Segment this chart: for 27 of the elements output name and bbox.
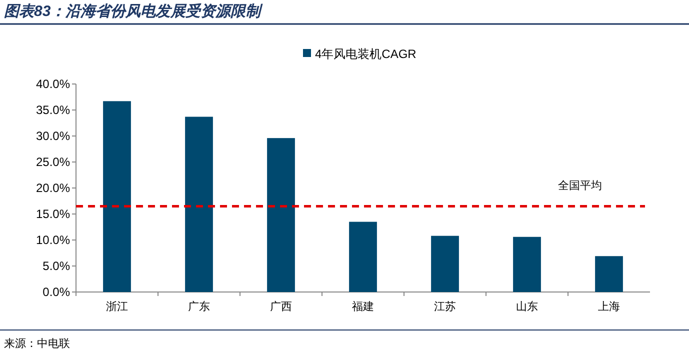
- x-tick-label: 广西: [270, 300, 292, 313]
- x-tick-label: 上海: [598, 300, 620, 313]
- chart-title: 图表83：沿海省份风电发展受资源限制: [4, 3, 264, 20]
- y-tick-label: 25.0%: [36, 155, 70, 169]
- bar: [595, 256, 623, 292]
- y-tick-label: 35.0%: [36, 103, 70, 117]
- x-tick-label: 浙江: [106, 300, 128, 313]
- bar: [185, 116, 213, 292]
- x-tick-label: 广东: [188, 300, 210, 313]
- y-tick-label: 30.0%: [36, 129, 70, 143]
- y-tick-label: 5.0%: [42, 259, 70, 273]
- y-tick-label: 40.0%: [36, 77, 70, 91]
- y-tick-label: 20.0%: [36, 181, 70, 195]
- x-tick-label: 山东: [516, 300, 538, 313]
- bar: [513, 236, 541, 292]
- y-tick-label: 0.0%: [42, 285, 70, 299]
- x-tick-label: 江苏: [434, 300, 456, 313]
- bar: [431, 236, 459, 292]
- bar: [103, 101, 131, 292]
- ref-line-label: 全国平均: [558, 180, 602, 192]
- source-note: 来源：中电联: [4, 337, 70, 350]
- bar: [349, 222, 377, 292]
- bar: [267, 138, 295, 292]
- y-tick-label: 15.0%: [36, 207, 70, 221]
- y-tick-label: 10.0%: [36, 233, 70, 247]
- x-tick-label: 福建: [352, 300, 374, 313]
- legend-label: 4年风电装机CAGR: [315, 47, 417, 61]
